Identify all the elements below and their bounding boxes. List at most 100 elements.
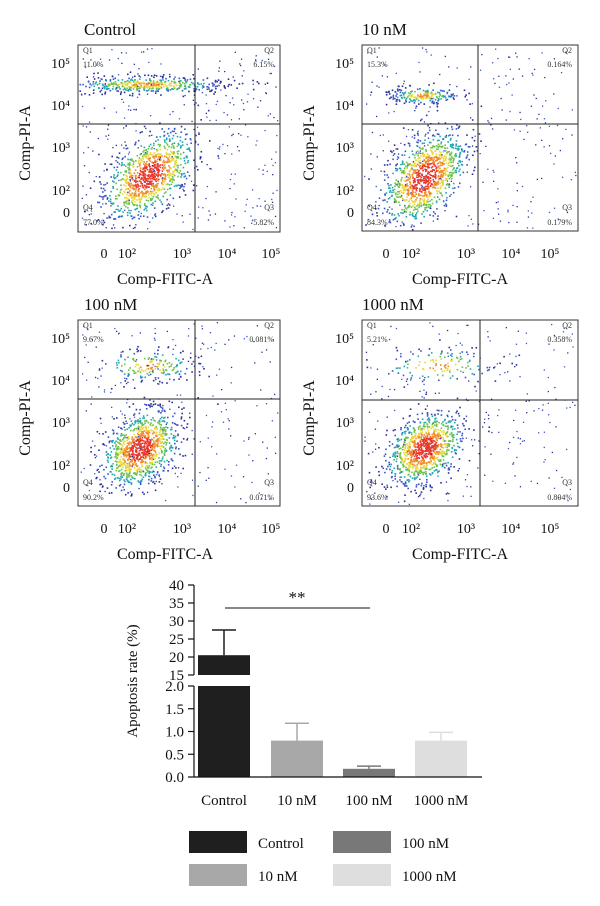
event-dot [401,154,404,156]
event-dot [92,76,95,78]
event-dot [142,172,144,175]
event-dot [439,160,441,163]
y-tick: 10³ [52,141,70,156]
event-dot [424,421,427,424]
event-dot [210,168,212,170]
event-dot [165,183,167,186]
x-tick: 10³ [173,247,191,262]
event-dot [151,204,154,206]
event-dot [438,421,440,424]
event-dot [427,156,430,159]
event-dot [146,90,148,92]
event-dot [182,467,184,470]
event-dot [171,153,174,155]
event-dot [158,88,160,90]
event-dot [150,199,153,202]
event-dot [417,134,419,136]
event-dot [131,197,134,199]
event-dot [248,454,250,456]
event-dot [400,184,402,186]
event-dot [185,133,187,136]
event-dot [158,452,160,455]
event-dot [122,459,125,461]
event-dot [123,483,126,486]
event-dot [177,87,179,90]
event-dot [132,203,134,205]
event-dot [424,408,427,410]
event-dot [449,134,451,136]
event-dot [161,170,164,172]
event-dot [438,95,441,98]
event-dot [163,427,166,429]
event-dot [189,83,192,86]
event-dot [432,139,435,141]
event-dot [403,453,406,455]
event-dot [419,88,421,90]
event-dot [440,185,443,187]
event-dot [119,92,122,95]
event-dot [170,363,173,366]
q2-name: Q2 [562,46,572,55]
event-dot [423,182,425,184]
event-dot [435,430,437,432]
event-dot [429,435,432,438]
event-dot [121,476,123,478]
event-dot [127,447,129,449]
event-dot [101,359,104,362]
event-dot [150,462,152,465]
event-dot [175,168,177,171]
event-dot [160,451,163,454]
event-dot [151,368,154,371]
event-dot [132,369,134,372]
event-dot [143,82,145,85]
event-dot [178,87,180,89]
event-dot [89,131,91,133]
event-dot [155,434,157,437]
event-dot [407,142,410,144]
event-dot [88,489,91,492]
event-dot [165,156,168,158]
event-dot [400,180,402,183]
event-dot [130,453,133,456]
event-dot [120,354,122,356]
event-dot [123,386,125,388]
event-dot [184,183,186,185]
event-dot [173,152,175,154]
event-dot [152,178,154,180]
event-dot [413,209,415,211]
event-dot [557,218,559,220]
event-dot [133,198,136,200]
event-dot [120,448,122,450]
event-dot [126,442,129,445]
event-dot [390,150,392,152]
event-dot [118,485,121,487]
event-dot [120,433,123,435]
event-dot [125,205,127,208]
event-dot [154,200,157,203]
event-dot [145,166,147,169]
event-dot [462,171,465,174]
event-dot [170,150,172,153]
event-dot [430,454,433,456]
event-dot [138,429,140,431]
event-dot [226,145,229,147]
event-dot [417,164,420,167]
event-dot [434,183,437,185]
event-dot [232,76,234,78]
event-dot [128,203,130,205]
event-dot [141,183,143,185]
event-dot [116,84,119,86]
event-dot [236,146,239,148]
event-dot [450,161,452,164]
event-dot [97,468,99,470]
event-dot [426,196,429,198]
event-dot [182,221,184,223]
event-dot [159,82,162,85]
event-dot [414,195,416,197]
event-dot [127,481,130,484]
event-dot [96,64,98,66]
event-dot [473,150,476,153]
event-dot [115,440,117,443]
event-dot [397,157,400,159]
event-dot [382,134,384,136]
